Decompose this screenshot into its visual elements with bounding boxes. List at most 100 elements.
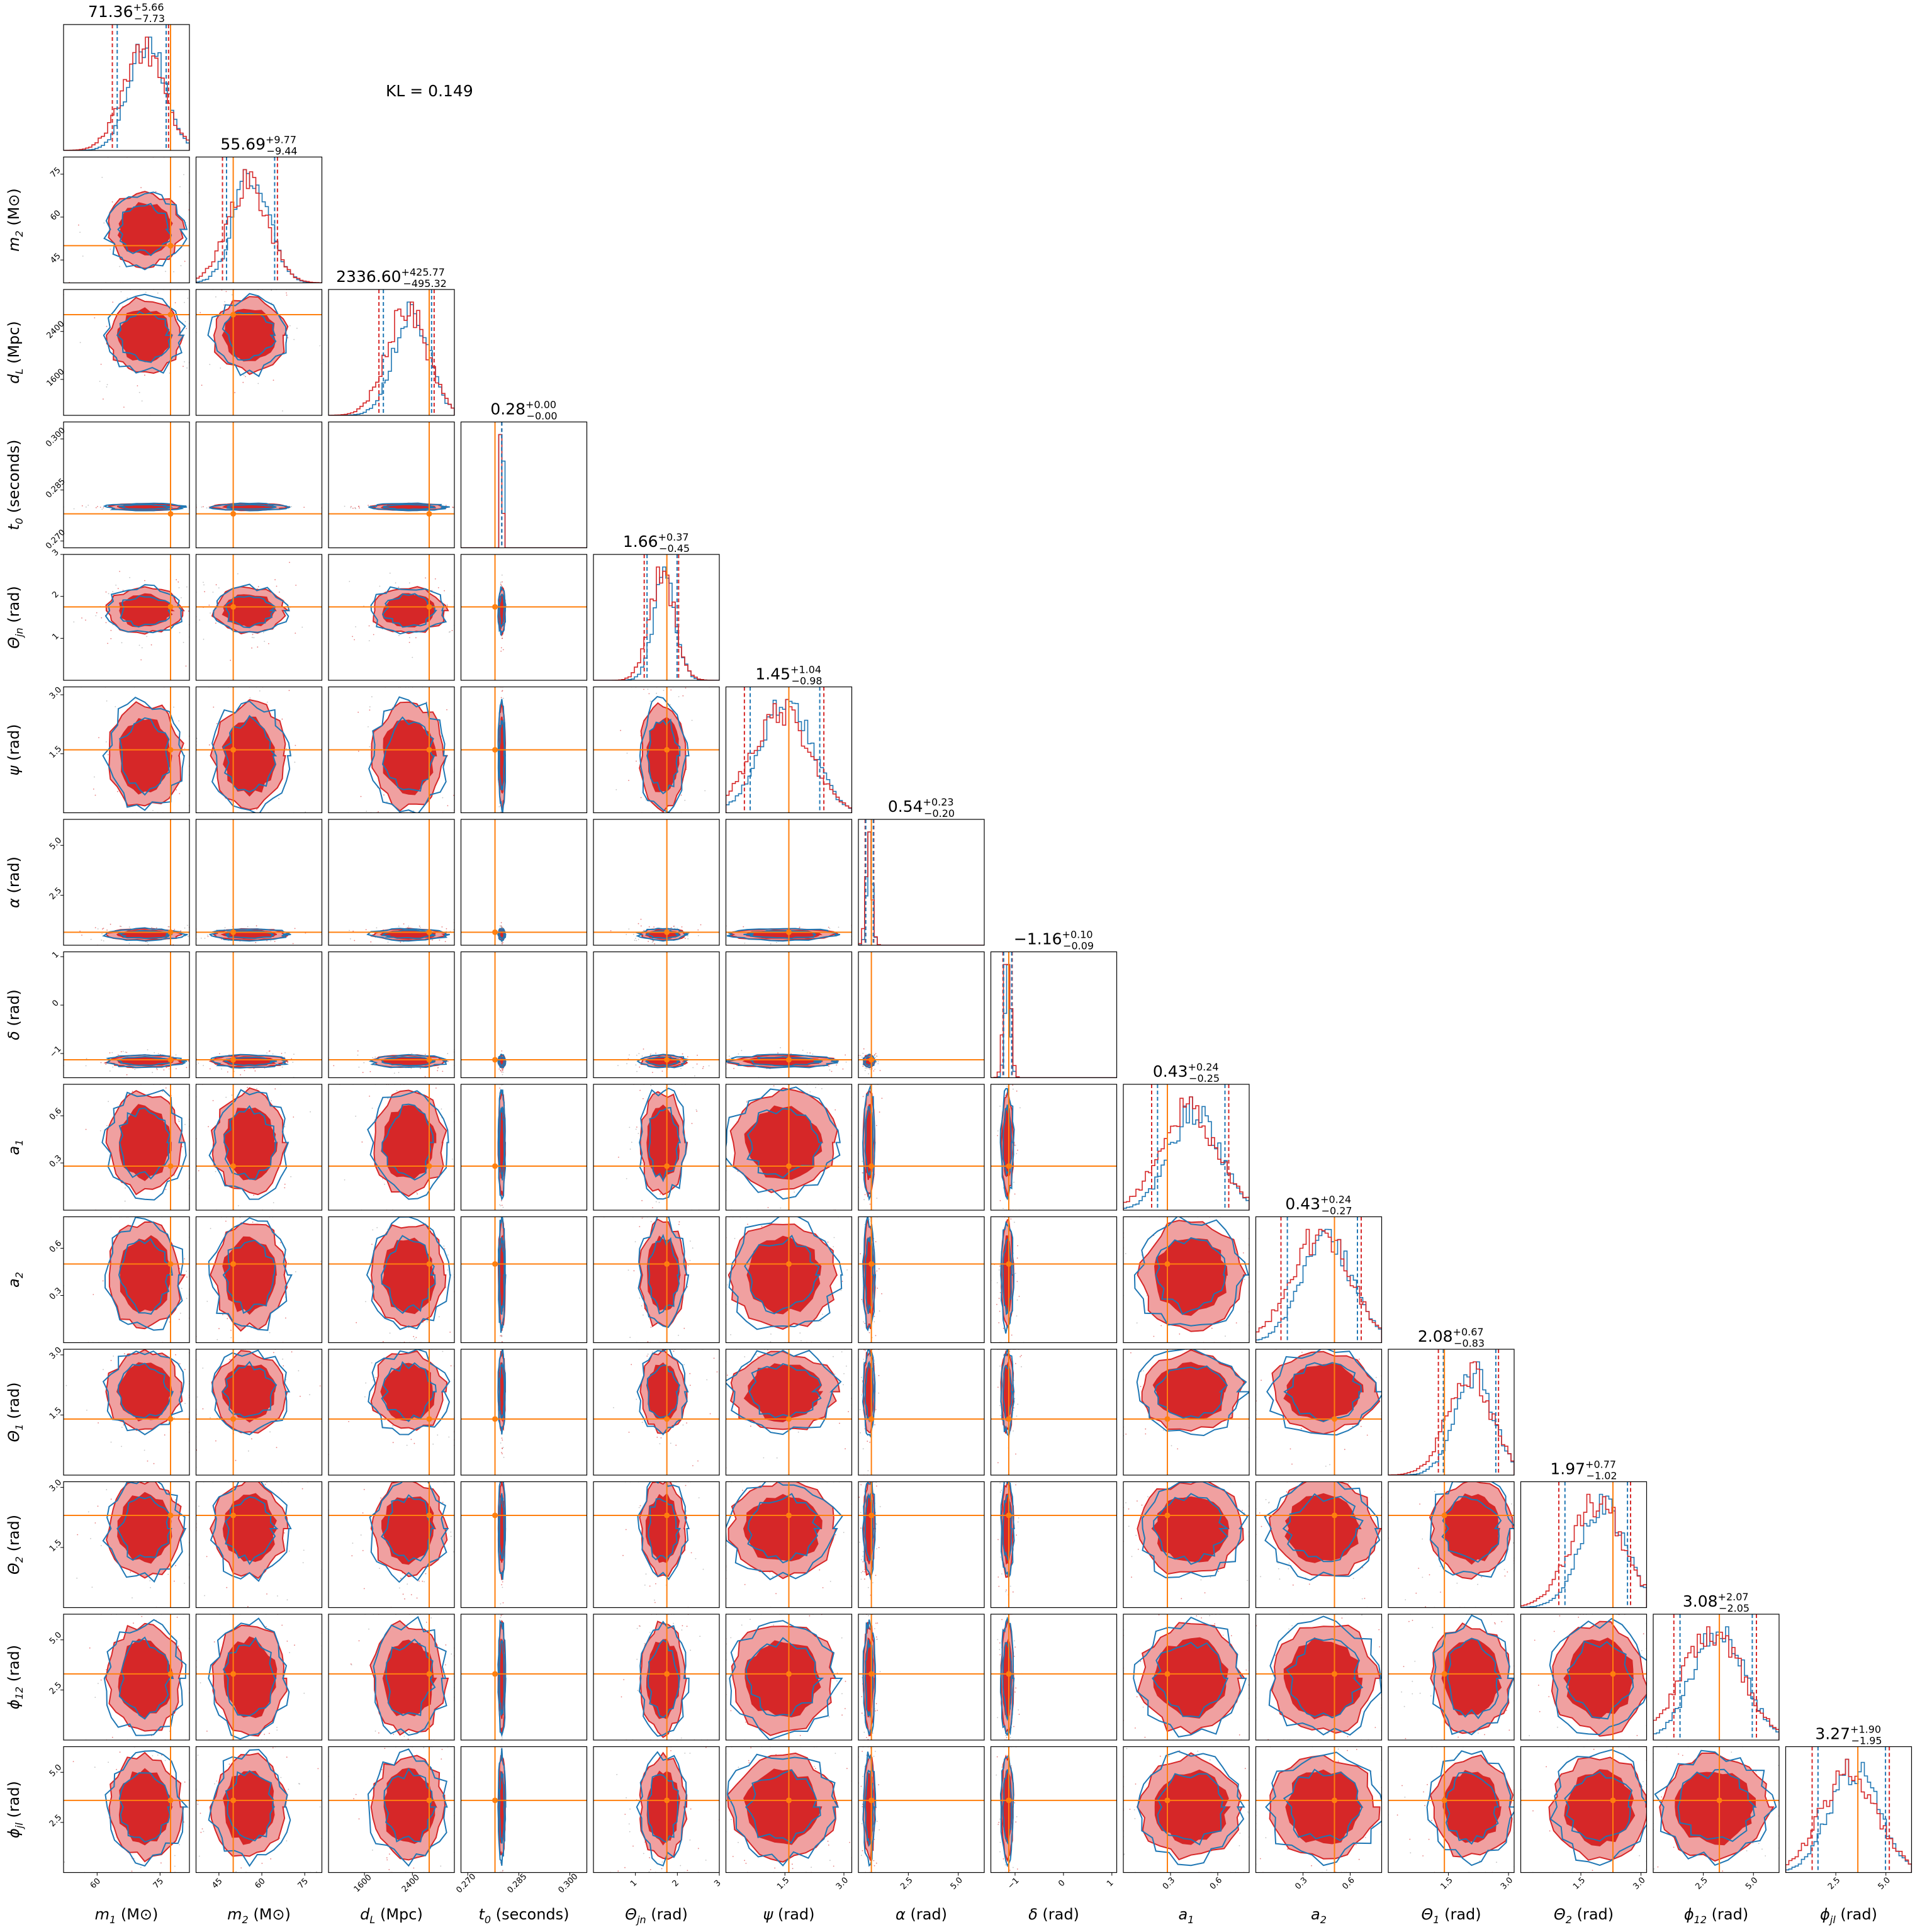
scatter-point bbox=[204, 938, 206, 939]
density-contour-b-outer bbox=[497, 586, 507, 636]
scatter-point bbox=[833, 1246, 834, 1247]
scatter-point bbox=[186, 367, 188, 369]
scatter-point bbox=[106, 700, 108, 702]
scatter-point bbox=[673, 925, 675, 927]
scatter-point bbox=[881, 1293, 882, 1295]
density-contour-b-outer bbox=[103, 502, 188, 512]
scatter-point bbox=[869, 1069, 871, 1070]
scatter-point bbox=[186, 1067, 188, 1069]
scatter-point bbox=[266, 702, 268, 703]
scatter-point bbox=[1012, 1084, 1014, 1086]
corner-panel-t0-theta1 bbox=[460, 1349, 588, 1476]
scatter-point bbox=[266, 1052, 267, 1053]
scatter-point bbox=[87, 1511, 89, 1513]
density-contour-b-inner bbox=[118, 1238, 173, 1315]
scatter-point bbox=[184, 1258, 185, 1260]
scatter-point bbox=[79, 232, 81, 233]
scatter-point bbox=[874, 1424, 875, 1425]
scatter-point bbox=[437, 587, 439, 588]
scatter-point bbox=[151, 926, 153, 928]
scatter-point bbox=[120, 291, 122, 293]
density-contour-b-outer bbox=[208, 1089, 289, 1200]
scatter-point bbox=[750, 1425, 751, 1427]
scatter-point bbox=[846, 1269, 848, 1271]
scatter-point bbox=[413, 1442, 415, 1444]
panel-frame bbox=[990, 1216, 1118, 1344]
scatter-point bbox=[274, 1088, 276, 1090]
scatter-point bbox=[829, 928, 831, 929]
scatter-point bbox=[800, 1340, 802, 1342]
scatter-point bbox=[348, 1421, 349, 1422]
scatter-point bbox=[113, 1356, 115, 1357]
scatter-point bbox=[157, 292, 159, 294]
scatter-point bbox=[291, 1351, 293, 1353]
scatter-point bbox=[140, 659, 142, 661]
scatter-point bbox=[110, 249, 111, 250]
scatter-point bbox=[426, 1321, 428, 1323]
panel-content bbox=[329, 1084, 454, 1210]
scatter-point bbox=[651, 1351, 653, 1353]
scatter-point bbox=[208, 744, 210, 746]
scatter-point bbox=[319, 345, 321, 347]
truth-marker bbox=[664, 929, 670, 935]
panel-frame bbox=[63, 156, 190, 284]
scatter-point bbox=[389, 572, 391, 574]
corner-panel-a2-a2: 0.43+0.24 −0.27 bbox=[1255, 1194, 1383, 1344]
density-contour-b-inner bbox=[225, 1496, 279, 1565]
scatter-point bbox=[839, 1422, 840, 1424]
scatter-point bbox=[354, 639, 355, 641]
scatter-point bbox=[93, 789, 94, 790]
panel-content bbox=[64, 1084, 189, 1210]
scatter-point bbox=[441, 735, 442, 737]
density-contour-b-inner bbox=[1154, 1365, 1228, 1419]
scatter-point bbox=[628, 1432, 630, 1433]
scatter-point bbox=[188, 610, 189, 612]
scatter-point bbox=[187, 924, 188, 926]
y-axis-label-m2: m2 (M⊙) bbox=[5, 188, 25, 252]
scatter-point bbox=[502, 637, 503, 639]
scatter-point bbox=[881, 1098, 883, 1099]
scatter-point bbox=[354, 940, 356, 941]
scatter-point bbox=[502, 1341, 503, 1342]
truth-marker bbox=[230, 1163, 237, 1169]
scatter-point bbox=[180, 1312, 181, 1314]
scatter-point bbox=[635, 938, 636, 939]
scatter-point bbox=[231, 294, 233, 296]
scatter-point bbox=[374, 1056, 376, 1058]
label-symbol: ψ bbox=[5, 765, 23, 776]
scatter-point bbox=[859, 1409, 861, 1410]
scatter-point bbox=[674, 928, 676, 929]
density-contour-b-outer bbox=[104, 1216, 184, 1331]
scatter-point bbox=[365, 1382, 367, 1384]
scatter-point bbox=[305, 811, 306, 813]
scatter-point bbox=[392, 1425, 393, 1427]
scatter-point bbox=[502, 1072, 504, 1073]
scatter-point bbox=[704, 790, 706, 792]
scatter-point bbox=[1366, 1434, 1368, 1436]
scatter-point bbox=[500, 650, 502, 652]
scatter-point bbox=[843, 1384, 844, 1386]
density-contour-b-outer bbox=[497, 1349, 507, 1435]
scatter-point bbox=[122, 1050, 124, 1052]
scatter-point bbox=[846, 1365, 847, 1367]
scatter-point bbox=[105, 1064, 107, 1065]
scatter-point bbox=[369, 1096, 370, 1097]
panel-content bbox=[196, 1481, 322, 1608]
scatter-point bbox=[320, 1261, 322, 1262]
scatter-point bbox=[500, 697, 502, 699]
corner-panel-thetajn-theta1 bbox=[593, 1349, 720, 1476]
scatter-point bbox=[215, 296, 216, 298]
scatter-point bbox=[641, 1162, 643, 1164]
density-contour-b-inner bbox=[744, 1234, 821, 1315]
label-unit: (rad) bbox=[5, 1515, 23, 1556]
scatter-point bbox=[126, 1074, 128, 1076]
label-symbol: m bbox=[5, 237, 23, 251]
density-contour-b-outer bbox=[106, 1054, 188, 1069]
density-contour-b-outer bbox=[213, 583, 290, 633]
density-contour-b-outer bbox=[102, 927, 188, 942]
density-contour-b-outer bbox=[497, 1053, 507, 1069]
scatter-point bbox=[453, 507, 454, 508]
scatter-point bbox=[361, 1141, 363, 1143]
panel-frame bbox=[328, 1349, 455, 1476]
scatter-point bbox=[407, 1583, 408, 1585]
